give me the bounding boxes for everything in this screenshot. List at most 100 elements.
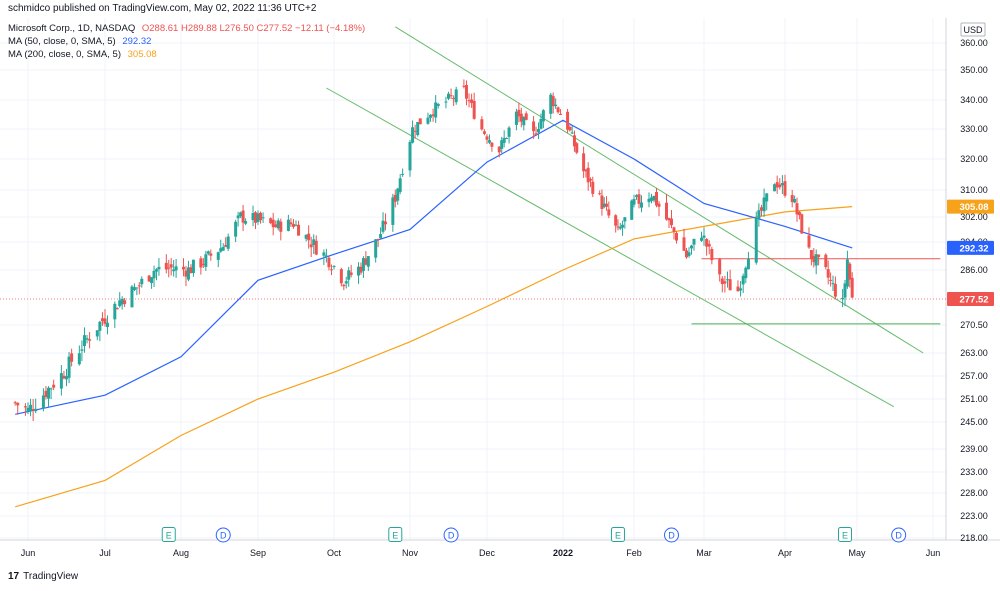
- candle-body: [618, 226, 622, 229]
- candle-body: [614, 215, 618, 226]
- candle-body: [236, 215, 240, 219]
- candle-body: [199, 258, 203, 268]
- candle-body: [582, 153, 586, 172]
- candle-body: [720, 278, 724, 285]
- candle-body: [429, 114, 433, 118]
- candle-body: [602, 203, 606, 207]
- candle-body: [154, 269, 158, 272]
- candle-body: [52, 384, 56, 388]
- candle-body: [640, 202, 643, 208]
- candle-body: [485, 136, 489, 140]
- candle-body: [401, 173, 405, 175]
- candle-body: [289, 222, 293, 225]
- candle-body: [500, 140, 504, 149]
- candle-body: [347, 270, 351, 280]
- price-tick-label: 263.00: [960, 348, 988, 358]
- candle-body: [304, 234, 308, 239]
- legend-symbol: Microsoft Corp., 1D, NASDAQ: [8, 23, 136, 34]
- candle-body: [324, 255, 328, 257]
- time-tick-label: Feb: [626, 548, 642, 558]
- candle-body: [314, 240, 318, 255]
- candle-body: [843, 283, 847, 298]
- candle-body: [322, 252, 326, 256]
- candle-body: [600, 195, 604, 209]
- candle-body: [637, 194, 641, 204]
- candle-body: [739, 288, 743, 291]
- candle-body: [219, 248, 223, 252]
- moving-averages: [15, 119, 853, 508]
- candle-body: [132, 287, 136, 291]
- candle-body: [831, 283, 835, 285]
- time-tick-label: May: [848, 548, 866, 558]
- candle-body: [647, 198, 651, 203]
- candle-body: [449, 95, 453, 97]
- candle-body: [120, 298, 124, 305]
- candle-body: [757, 210, 761, 219]
- candle-body: [426, 117, 430, 124]
- candle-body: [556, 107, 560, 113]
- candle-body: [672, 227, 676, 232]
- candle-body: [147, 275, 151, 282]
- candle-body: [34, 408, 38, 412]
- price-tick-label: 302.00: [960, 212, 988, 222]
- candle-body: [150, 277, 154, 284]
- candle-body: [718, 259, 722, 275]
- candle-body: [65, 376, 68, 380]
- time-tick-label: Aug: [173, 548, 189, 558]
- candle-body: [817, 254, 821, 257]
- candle-body: [59, 373, 63, 389]
- price-tick-label: 233.00: [960, 467, 988, 477]
- candle-body: [376, 238, 380, 240]
- candle-body: [393, 194, 397, 202]
- candle-body: [621, 224, 625, 228]
- candle-body: [44, 390, 48, 398]
- candle-body: [464, 85, 468, 99]
- candle-body: [630, 200, 634, 220]
- candle-body: [824, 254, 828, 268]
- dividend-icon: [215, 527, 231, 543]
- candle-body: [575, 143, 579, 153]
- tradingview-brand[interactable]: TradingView: [23, 571, 79, 582]
- candle-body: [541, 110, 545, 122]
- dividend-icon: [891, 527, 907, 543]
- price-tag: [947, 199, 994, 214]
- candle-body: [570, 132, 574, 134]
- candle-body: [62, 375, 66, 379]
- candle-body: [514, 111, 518, 125]
- candle-body: [169, 264, 173, 268]
- candle-body: [286, 219, 290, 231]
- candle-body: [687, 252, 691, 256]
- time-tick-label: 2022: [553, 548, 573, 558]
- candle-body: [23, 406, 27, 408]
- candle-body: [85, 338, 89, 340]
- candle-body: [261, 217, 265, 219]
- candle-body: [655, 192, 658, 206]
- candle-body: [723, 281, 727, 284]
- candle-body: [505, 137, 509, 139]
- candle-body: [357, 266, 361, 276]
- chart-legend: Microsoft Corp., 1D, NASDAQ O288.61 H289…: [8, 22, 369, 61]
- candle-body: [826, 269, 830, 278]
- candle-body: [201, 263, 205, 265]
- candle-body: [47, 387, 51, 399]
- candle-body: [312, 239, 316, 246]
- candle-body: [534, 133, 538, 135]
- candle-body: [607, 209, 611, 216]
- candle-body: [539, 119, 543, 129]
- legend-ma50-row[interactable]: MA (50, close, 0, SMA, 5) 292.32: [8, 35, 369, 48]
- candle-body: [26, 407, 30, 412]
- candle-body: [332, 266, 336, 268]
- candle-body: [209, 253, 213, 256]
- candle-body: [467, 100, 471, 102]
- price-chart[interactable]: E D E D E D E D USD 360.00 350.00 340.00 330.00 320.…: [0, 18, 1000, 586]
- candle-body: [70, 353, 74, 362]
- candle-body: [181, 266, 185, 270]
- currency-box: [960, 22, 986, 37]
- candle-body: [470, 99, 474, 104]
- chart-svg[interactable]: E D E D E D E D USD 360.00 350.00 340.00 330.00 320.…: [0, 18, 1000, 586]
- legend-ma200-row[interactable]: MA (200, close, 0, SMA, 5) 305.08: [8, 48, 369, 61]
- candle-body: [675, 233, 678, 241]
- candle-body: [431, 114, 435, 117]
- candle-body: [98, 321, 102, 331]
- candle-body: [276, 220, 280, 229]
